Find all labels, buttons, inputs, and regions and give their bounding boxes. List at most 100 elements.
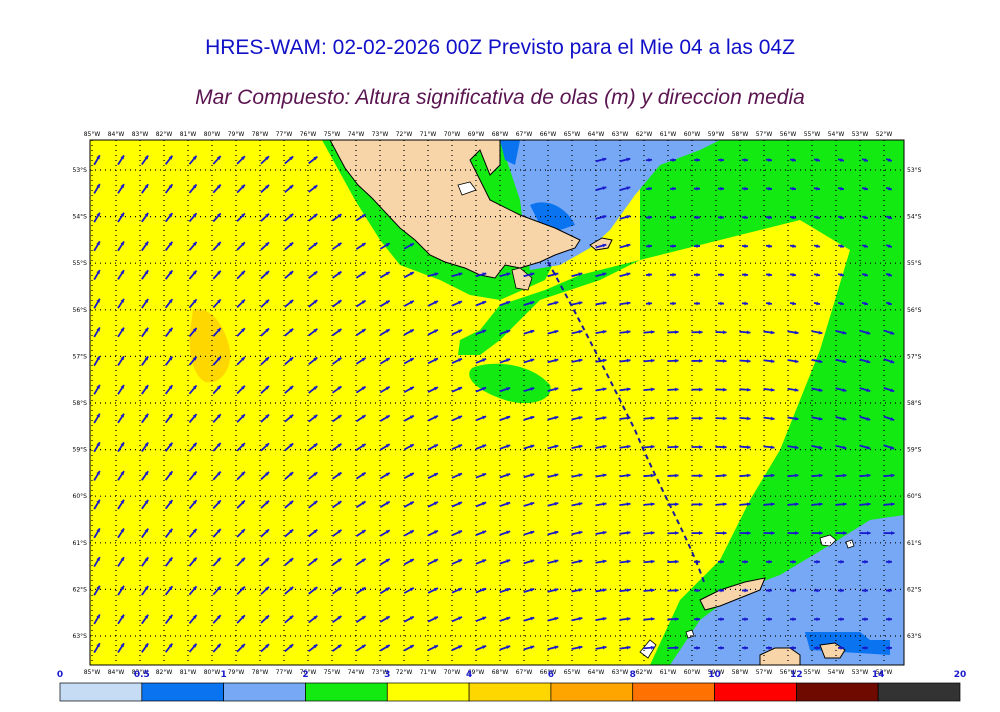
legend-tick-label: 20 [954, 670, 967, 680]
lon-tick-label-bottom: 70°W [444, 669, 461, 676]
lon-tick-label-bottom: 72°W [396, 669, 413, 676]
lon-tick-label-bottom: 79°W [228, 669, 245, 676]
lon-tick-label-bottom: 78°W [252, 669, 269, 676]
lon-tick-label-bottom: 71°W [420, 669, 437, 676]
legend-tick-label: 12 [790, 670, 803, 680]
lat-tick-label-left: 54°S [73, 214, 88, 221]
lat-tick-label-right: 63°S [907, 633, 922, 640]
lon-tick-label-top: 65°W [564, 131, 581, 138]
lon-tick-label-top: 62°W [636, 131, 653, 138]
legend-tick-label: 3 [384, 670, 390, 680]
clarence-island [846, 540, 854, 548]
lon-tick-label-top: 75°W [324, 131, 341, 138]
legend-tick-label: 1 [221, 670, 227, 680]
lon-tick-label-top: 84°W [108, 131, 125, 138]
lon-tick-label-top: 59°W [708, 131, 725, 138]
lon-tick-label-top: 53°W [852, 131, 869, 138]
lat-tick-label-right: 56°S [907, 307, 922, 314]
lon-tick-label-bottom: 77°W [276, 669, 293, 676]
lon-tick-label-top: 52°W [876, 131, 893, 138]
legend-swatch [715, 683, 797, 701]
lon-tick-label-top: 73°W [372, 131, 389, 138]
lon-tick-label-bottom: 53°W [852, 669, 869, 676]
lat-tick-label-right: 60°S [907, 493, 922, 500]
lon-tick-label-top: 80°W [204, 131, 221, 138]
lon-tick-label-top: 72°W [396, 131, 413, 138]
lat-tick-label-right: 59°S [907, 447, 922, 454]
legend-tick-label: 10 [708, 670, 721, 680]
lat-tick-label-right: 57°S [907, 353, 922, 360]
legend-swatch [60, 683, 142, 701]
lon-tick-label-bottom: 68°W [492, 669, 509, 676]
legend-swatch [633, 683, 715, 701]
lon-tick-label-bottom: 80°W [204, 669, 221, 676]
lon-tick-label-top: 55°W [804, 131, 821, 138]
lat-tick-label-left: 55°S [73, 260, 88, 267]
lon-tick-label-top: 77°W [276, 131, 293, 138]
lon-tick-label-top: 69°W [468, 131, 485, 138]
lat-tick-label-left: 57°S [73, 353, 88, 360]
lon-tick-label-top: 71°W [420, 131, 437, 138]
lat-tick-label-right: 62°S [907, 586, 922, 593]
lon-tick-label-bottom: 58°W [732, 669, 749, 676]
lon-tick-label-top: 68°W [492, 131, 509, 138]
lon-tick-label-top: 67°W [516, 131, 533, 138]
legend-tick-label: 0.5 [134, 670, 150, 680]
lon-tick-label-top: 83°W [132, 131, 149, 138]
lon-tick-label-top: 64°W [588, 131, 605, 138]
lon-tick-label-bottom: 75°W [324, 669, 341, 676]
legend-swatch [878, 683, 960, 701]
lon-tick-label-top: 78°W [252, 131, 269, 138]
lon-tick-label-top: 56°W [780, 131, 797, 138]
lon-tick-label-bottom: 84°W [108, 669, 125, 676]
lat-tick-label-left: 63°S [73, 633, 88, 640]
chart-subtitle: Mar Compuesto: Altura significativa de o… [0, 86, 1000, 110]
lat-tick-label-left: 59°S [73, 447, 88, 454]
legend-swatch [387, 683, 469, 701]
legend-swatch [551, 683, 633, 701]
legend-swatch [469, 683, 551, 701]
lon-tick-label-bottom: 62°W [636, 669, 653, 676]
legend-tick-label: 14 [872, 670, 885, 680]
lat-tick-label-right: 58°S [907, 400, 922, 407]
lon-tick-label-bottom: 60°W [684, 669, 701, 676]
lon-tick-label-bottom: 63°W [612, 669, 629, 676]
lon-tick-label-top: 74°W [348, 131, 365, 138]
lon-tick-label-bottom: 85°W [84, 669, 101, 676]
lat-tick-label-right: 61°S [907, 540, 922, 547]
lon-tick-label-top: 70°W [444, 131, 461, 138]
lon-tick-label-bottom: 54°W [828, 669, 845, 676]
lat-tick-label-left: 62°S [73, 586, 88, 593]
lon-tick-label-bottom: 61°W [660, 669, 677, 676]
lon-tick-label-bottom: 64°W [588, 669, 605, 676]
lon-tick-label-bottom: 55°W [804, 669, 821, 676]
legend-swatch [305, 683, 387, 701]
lon-tick-label-top: 61°W [660, 131, 677, 138]
lat-tick-label-left: 53°S [73, 167, 88, 174]
legend-tick-label: 8 [630, 670, 636, 680]
small-island-b [686, 630, 694, 638]
lat-tick-label-right: 54°S [907, 214, 922, 221]
legend-tick-label: 0 [57, 670, 63, 680]
lon-tick-label-top: 85°W [84, 131, 101, 138]
legend-swatch [796, 683, 878, 701]
lon-tick-label-top: 66°W [540, 131, 557, 138]
lon-tick-label-top: 54°W [828, 131, 845, 138]
lon-tick-label-top: 58°W [732, 131, 749, 138]
lon-tick-label-top: 76°W [300, 131, 317, 138]
lon-tick-label-top: 82°W [156, 131, 173, 138]
lon-tick-label-top: 79°W [228, 131, 245, 138]
lon-tick-label-bottom: 65°W [564, 669, 581, 676]
legend-tick-label: 4 [466, 670, 472, 680]
lon-tick-label-bottom: 82°W [156, 669, 173, 676]
lon-tick-label-bottom: 81°W [180, 669, 197, 676]
lat-tick-label-right: 55°S [907, 260, 922, 267]
lat-tick-label-left: 61°S [73, 540, 88, 547]
legend-swatch [142, 683, 224, 701]
lon-tick-label-top: 57°W [756, 131, 773, 138]
lat-tick-label-right: 53°S [907, 167, 922, 174]
lon-tick-label-bottom: 67°W [516, 669, 533, 676]
chart-title: HRES-WAM: 02-02-2026 00Z Previsto para e… [0, 36, 1000, 60]
lon-tick-label-bottom: 74°W [348, 669, 365, 676]
